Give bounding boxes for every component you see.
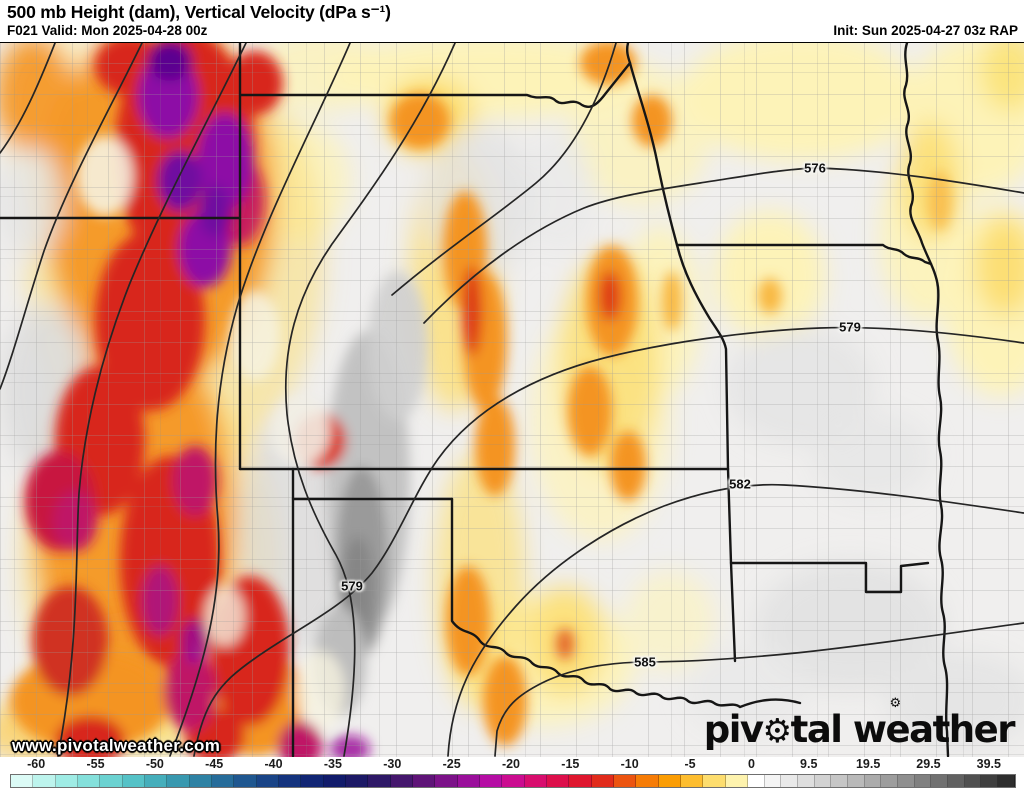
- colorbar-cell: [797, 775, 815, 787]
- gear-accent-icon: ⚙: [889, 696, 902, 711]
- colorbar-cell: [301, 775, 324, 787]
- colorbar-cell: [747, 775, 765, 787]
- logo-text-e: e: [885, 708, 911, 751]
- init-time-label: Init: Sun 2025-04-27 03z RAP: [833, 23, 1018, 38]
- logo-text-post: ather: [909, 708, 1015, 751]
- colorbar-tick-label: 29.5: [916, 757, 941, 771]
- colorbar-cell: [100, 775, 123, 787]
- colorbar-cell: [948, 775, 965, 787]
- colorbar-tick-label: -40: [264, 757, 283, 771]
- colorbar-cell: [479, 775, 503, 787]
- colorbar-cell: [457, 775, 480, 787]
- colorbar-cell: [546, 775, 570, 787]
- contour-label: 579: [839, 319, 861, 335]
- colorbar-tick-label: -30: [383, 757, 402, 771]
- colorbar-cell: [11, 775, 34, 787]
- colorbar-cell: [864, 775, 882, 787]
- colorbar-cell: [981, 775, 999, 787]
- colorbar-tick-label: -20: [501, 757, 521, 771]
- valid-time-label: F021 Valid: Mon 2025-04-28 00z: [7, 23, 208, 38]
- state-borders: [0, 43, 950, 757]
- colorbar-tick-label: -55: [86, 757, 105, 771]
- contour-label: 576: [804, 160, 826, 176]
- colorbar-tick-label: -45: [205, 757, 224, 771]
- colorbar-tick-label: -5: [684, 757, 696, 771]
- colorbar-tick-label: 9.5: [800, 757, 818, 771]
- colorbar-cell: [122, 775, 145, 787]
- colorbar-cell: [77, 775, 101, 787]
- colorbar-cell: [964, 775, 982, 787]
- logo-text-pre: piv: [703, 708, 764, 751]
- colorbar-tick-label: -10: [620, 757, 639, 771]
- colorbar-cell: [998, 775, 1015, 787]
- colorbar-scale: [10, 774, 1016, 788]
- colorbar-cell: [345, 775, 369, 787]
- colorbar-cell: [847, 775, 865, 787]
- colorbar-cell: [680, 775, 704, 787]
- township-grid: [0, 43, 1024, 757]
- colorbar: -60 -55 -50 -45 -40 -35 -30 -25 -20 -15 -10 -5 0 9.5 1…: [0, 757, 1024, 791]
- colorbar-cell: [256, 775, 279, 787]
- colorbar-cell: [167, 775, 190, 787]
- colorbar-cell: [234, 775, 257, 787]
- map-canvas: 576 579 582 585 579 www.pivotalweather.com p…: [0, 42, 1024, 757]
- colorbar-cell: [368, 775, 391, 787]
- colorbar-cell: [412, 775, 436, 787]
- colorbar-cell: [390, 775, 413, 787]
- contour-label: 585: [634, 654, 656, 670]
- watermark-url: www.pivotalweather.com: [12, 736, 221, 755]
- colorbar-tick-label: -60: [27, 757, 46, 771]
- gear-icon: ⚙: [762, 711, 793, 750]
- map-art: [0, 43, 1024, 757]
- title-bar: 500 mb Height (dam), Vertical Velocity (…: [0, 0, 1024, 42]
- colorbar-cell: [931, 775, 949, 787]
- contour-label: 582: [729, 476, 751, 492]
- colorbar-cell: [613, 775, 637, 787]
- colorbar-cell: [144, 775, 168, 787]
- colorbar-cell: [703, 775, 726, 787]
- colorbar-cell: [881, 775, 899, 787]
- colorbar-cell: [831, 775, 848, 787]
- page-title: 500 mb Height (dam), Vertical Velocity (…: [7, 2, 391, 22]
- logo-text-mid: tal w: [790, 708, 887, 751]
- colorbar-cell: [781, 775, 798, 787]
- contour-label: 579: [341, 578, 363, 594]
- colorbar-cell: [502, 775, 525, 787]
- colorbar-cell: [323, 775, 346, 787]
- colorbar-cell: [211, 775, 235, 787]
- colorbar-cell: [725, 775, 748, 787]
- colorbar-cell: [569, 775, 592, 787]
- height-contours: [0, 43, 1024, 757]
- colorbar-cell: [658, 775, 681, 787]
- colorbar-cell: [814, 775, 832, 787]
- colorbar-tick-label: 19.5: [855, 757, 881, 771]
- colorbar-tick-label: 0: [747, 757, 755, 771]
- colorbar-cell: [33, 775, 56, 787]
- colorbar-cell: [435, 775, 458, 787]
- colorbar-tick-label: -50: [145, 757, 164, 771]
- colorbar-cell: [914, 775, 932, 787]
- colorbar-cell: [55, 775, 78, 787]
- colorbar-ticks: -60 -55 -50 -45 -40 -35 -30 -25 -20 -15 -10 -5 0 9.5 1…: [10, 757, 1016, 772]
- colorbar-tick-label: -15: [561, 757, 580, 771]
- colorbar-tick-label: -35: [323, 757, 342, 771]
- colorbar-cell: [278, 775, 302, 787]
- colorbar-cell: [591, 775, 614, 787]
- colorbar-cell: [764, 775, 782, 787]
- colorbar-cell: [636, 775, 659, 787]
- pivotal-weather-logo: piv⚙tal we ⚙ ather: [703, 696, 1016, 751]
- colorbar-cell: [898, 775, 915, 787]
- colorbar-cell: [524, 775, 547, 787]
- colorbar-tick-label: -25: [442, 757, 461, 771]
- colorbar-tick-label: 39.5: [976, 757, 1001, 771]
- colorbar-cell: [189, 775, 212, 787]
